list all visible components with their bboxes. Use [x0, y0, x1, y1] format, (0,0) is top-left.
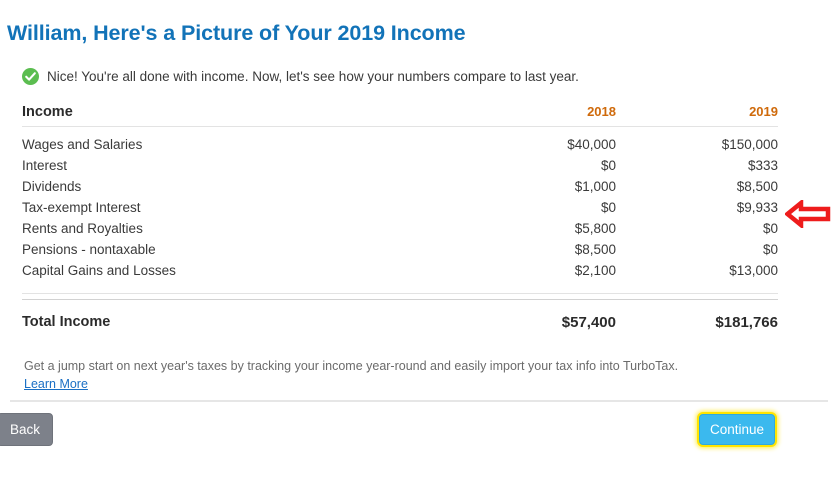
- row-label: Rents and Royalties: [22, 221, 143, 236]
- row-value-2018: $0: [600, 158, 616, 173]
- total-value-2019: $181,766: [715, 313, 778, 331]
- total-divider-top: [22, 293, 778, 294]
- table-row: Interest $0 $333: [22, 158, 778, 179]
- row-value-2018: $5,800: [574, 221, 616, 236]
- total-label: Total Income: [22, 314, 111, 330]
- row-value-2019: $8,500: [736, 179, 778, 194]
- row-label: Capital Gains and Losses: [22, 263, 176, 278]
- green-check-circle-icon: [22, 68, 39, 85]
- row-label: Pensions - nontaxable: [22, 242, 156, 257]
- row-value-2018: $0: [600, 200, 616, 215]
- footer-divider: [10, 400, 828, 402]
- row-value-2019: $9,933: [736, 200, 778, 215]
- column-header-2019: 2019: [749, 104, 778, 119]
- row-label: Wages and Salaries: [22, 137, 143, 152]
- table-row: Capital Gains and Losses $2,100 $13,000: [22, 263, 778, 284]
- table-row: Wages and Salaries $40,000 $150,000: [22, 137, 778, 158]
- back-button[interactable]: Back: [0, 413, 53, 446]
- row-value-2019: $13,000: [729, 263, 778, 278]
- row-value-2019: $0: [762, 242, 778, 257]
- status-message-row: Nice! You're all done with income. Now, …: [22, 68, 579, 85]
- table-body: Wages and Salaries $40,000 $150,000 Inte…: [22, 127, 778, 293]
- row-value-2019: $150,000: [721, 137, 778, 152]
- row-value-2018: $40,000: [567, 137, 616, 152]
- table-row: Tax-exempt Interest $0 $9,933: [22, 200, 778, 221]
- row-value-2018: $2,100: [574, 263, 616, 278]
- row-label: Interest: [22, 158, 68, 173]
- table-header-row: Income 2018 2019: [22, 104, 778, 126]
- row-value-2019: $0: [762, 221, 778, 236]
- footnote-text: Get a jump start on next year's taxes by…: [24, 359, 679, 373]
- page-title: William, Here's a Picture of Your 2019 I…: [7, 21, 466, 45]
- status-message-text: Nice! You're all done with income. Now, …: [47, 69, 579, 84]
- row-label: Dividends: [22, 179, 82, 194]
- total-divider-bottom: [22, 299, 778, 300]
- red-left-arrow-icon: [783, 198, 831, 230]
- row-value-2018: $8,500: [574, 242, 616, 257]
- column-header-income: Income: [22, 104, 73, 120]
- learn-more-link[interactable]: Learn More: [24, 377, 88, 391]
- table-row: Dividends $1,000 $8,500: [22, 179, 778, 200]
- row-label: Tax-exempt Interest: [22, 200, 141, 215]
- continue-button[interactable]: Continue: [699, 414, 775, 445]
- column-header-2018: 2018: [587, 104, 616, 119]
- row-value-2018: $1,000: [574, 179, 616, 194]
- row-value-2019: $333: [747, 158, 778, 173]
- total-value-2018: $57,400: [561, 313, 616, 331]
- total-income-row: Total Income $57,400 $181,766: [22, 300, 778, 335]
- income-comparison-table: Income 2018 2019 Wages and Salaries $40,…: [22, 104, 778, 335]
- table-row: Rents and Royalties $5,800 $0: [22, 221, 778, 242]
- header-divider: [22, 126, 778, 127]
- table-row: Pensions - nontaxable $8,500 $0: [22, 242, 778, 263]
